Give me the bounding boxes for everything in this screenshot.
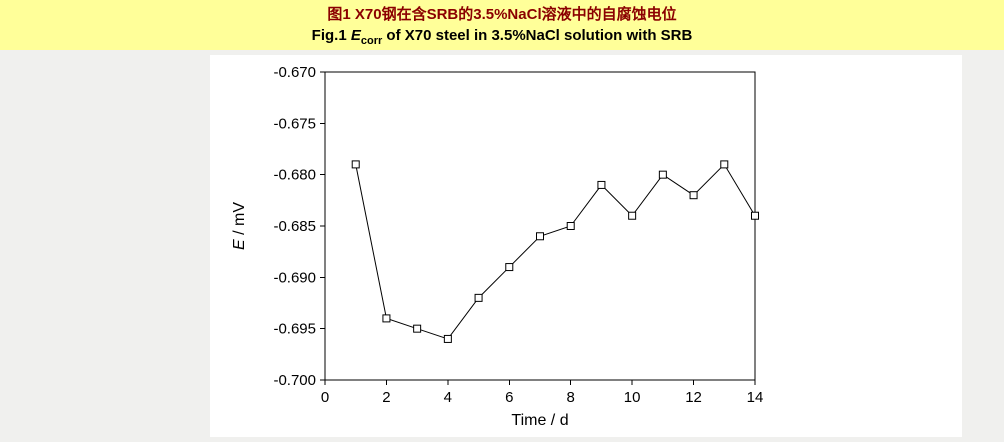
svg-text:-0.670: -0.670 bbox=[273, 64, 316, 81]
ecorr-symbol: E bbox=[350, 27, 361, 44]
svg-text:6: 6 bbox=[505, 389, 513, 406]
svg-text:14: 14 bbox=[747, 389, 764, 406]
svg-text:12: 12 bbox=[685, 389, 702, 406]
svg-text:10: 10 bbox=[624, 389, 641, 406]
figure-title-zh-text: X70钢在含SRB的3.5%NaCl溶液中的自腐蚀电位 bbox=[350, 6, 677, 23]
chart-panel: -0.670 -0.675 -0.680 -0.685 -0.690 -0.695 -0.7… bbox=[210, 55, 962, 437]
figure-title-en: Fig.1 Ecorr of X70 steel in 3.5%NaCl sol… bbox=[0, 25, 1004, 52]
svg-text:0: 0 bbox=[321, 389, 329, 406]
svg-text:-0.690: -0.690 bbox=[273, 269, 316, 286]
svg-text:E / mV: E / mV bbox=[231, 202, 248, 250]
svg-text:-0.680: -0.680 bbox=[273, 167, 316, 184]
figure-title-zh: 图1 X70钢在含SRB的3.5%NaCl溶液中的自腐蚀电位 bbox=[0, 4, 1004, 25]
svg-text:-0.675: -0.675 bbox=[273, 115, 316, 132]
svg-text:2: 2 bbox=[382, 389, 390, 406]
svg-text:-0.695: -0.695 bbox=[273, 321, 316, 338]
figure-title-en-text: of X70 steel in 3.5%NaCl solution with S… bbox=[382, 27, 693, 44]
figure-caption: 图1 X70钢在含SRB的3.5%NaCl溶液中的自腐蚀电位 Fig.1 Eco… bbox=[0, 0, 1004, 50]
ecorr-line-chart: -0.670 -0.675 -0.680 -0.685 -0.690 -0.695 -0.7… bbox=[231, 64, 764, 429]
svg-text:Time / d: Time / d bbox=[511, 412, 568, 429]
svg-text:-0.700: -0.700 bbox=[273, 372, 316, 389]
svg-text:8: 8 bbox=[567, 389, 575, 406]
figure-number-en: Fig.1 bbox=[311, 27, 351, 44]
ecorr-subscript: corr bbox=[360, 35, 383, 47]
figure-number-zh: 图1 bbox=[327, 6, 351, 23]
svg-text:4: 4 bbox=[444, 389, 452, 406]
svg-text:-0.685: -0.685 bbox=[273, 218, 316, 235]
